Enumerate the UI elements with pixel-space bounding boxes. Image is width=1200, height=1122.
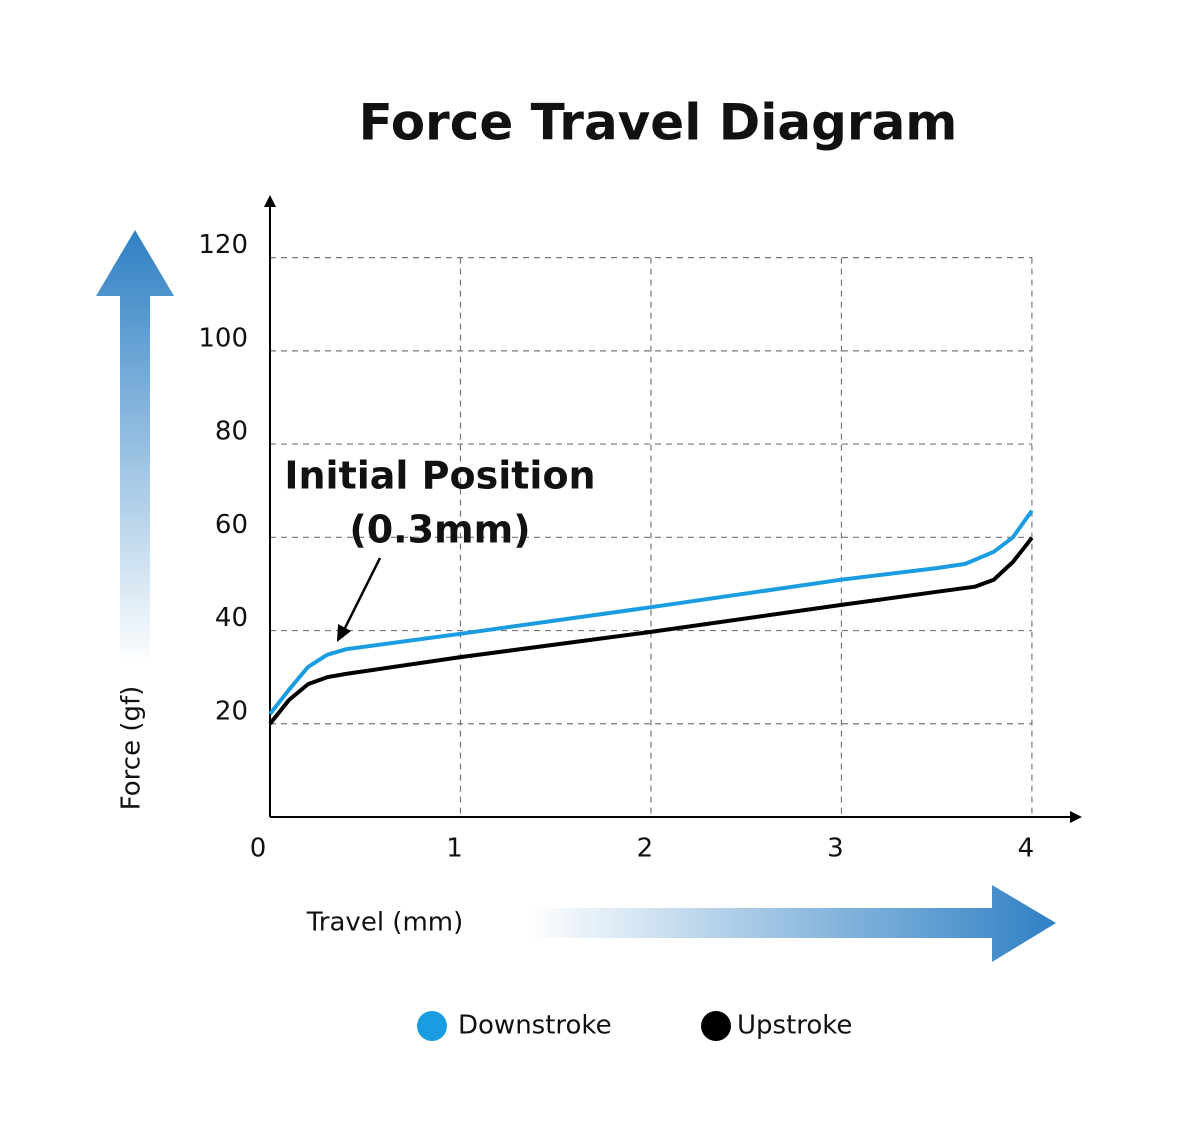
y-axis-label: Force (gf)	[117, 686, 147, 811]
decor-arrow	[530, 885, 1056, 962]
y-tick-label: 60	[215, 510, 248, 540]
x-tick-label: 2	[637, 834, 654, 864]
x-tick-label: 4	[1018, 834, 1035, 864]
y-tick-label: 80	[215, 417, 248, 447]
legend-marker	[417, 1011, 447, 1041]
x-axis-arrow	[1070, 811, 1082, 823]
annotation-text: Initial Position	[284, 454, 595, 498]
legend-label: Upstroke	[737, 1011, 852, 1041]
annotation-text: (0.3mm)	[349, 508, 530, 552]
y-axis-arrow	[264, 195, 276, 207]
line	[268, 536, 1034, 726]
annotation-arrow	[341, 557, 382, 633]
y-tick-label: 20	[215, 696, 248, 726]
x-axis-label: Travel (mm)	[306, 908, 464, 938]
y-tick-label: 120	[198, 230, 248, 260]
chart-title: Force Travel Diagram	[359, 94, 958, 152]
annotation-arrowhead	[337, 624, 351, 642]
line	[268, 509, 1034, 716]
x-tick-label: 3	[827, 834, 844, 864]
legend-label: Downstroke	[458, 1011, 612, 1041]
x-tick-label: 0	[250, 834, 267, 864]
legend-marker	[701, 1011, 731, 1041]
x-tick-label: 1	[446, 834, 463, 864]
y-tick-label: 100	[198, 323, 248, 353]
decor-arrow	[96, 230, 174, 665]
annotation: Initial Position (0.3mm)	[284, 454, 596, 642]
y-tick-label: 40	[215, 603, 248, 633]
